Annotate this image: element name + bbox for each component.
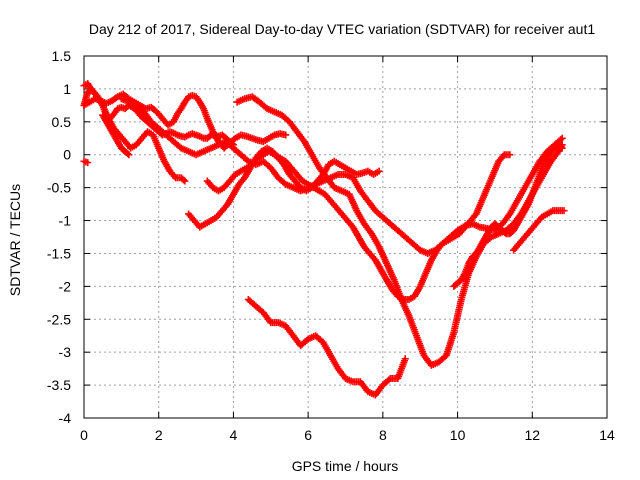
x-tick-labels: 0 2 4 6 8 10 12 14 (80, 427, 615, 443)
y-tick-labels: 1.5 1 0.5 0 -0.5 -1 -1.5 -2 -2.5 -3 -3.5 -4 (47, 48, 71, 426)
data-point (375, 167, 383, 175)
series-track-10 (233, 93, 566, 369)
x-tick-label: 8 (379, 427, 387, 443)
x-axis-label: GPS time / hours (292, 458, 399, 474)
x-tick-label: 10 (450, 427, 466, 443)
data-point (124, 150, 132, 158)
y-tick-label: -3 (59, 344, 72, 360)
plot-frame (83, 55, 608, 419)
data-point (401, 355, 409, 363)
y-tick-label: -2.5 (47, 311, 71, 327)
data-point (84, 159, 92, 167)
y-tick-label: -1.5 (47, 245, 71, 261)
y-tick-label: -3.5 (47, 377, 71, 393)
grid-lines (84, 56, 607, 418)
y-tick-label: 1 (63, 81, 71, 97)
y-axis-label: SDTVAR / TECUs (7, 184, 23, 296)
series-track-11 (450, 141, 566, 290)
data-point (180, 176, 188, 184)
axis-ticks (83, 55, 608, 419)
chart-title: Day 212 of 2017, Sidereal Day-to-day VTE… (89, 21, 596, 37)
series-track-9 (244, 296, 409, 399)
y-tick-label: -0.5 (47, 180, 71, 196)
plot-border (83, 55, 608, 419)
y-tick-label: -1 (59, 213, 72, 229)
data-point (282, 131, 290, 139)
series-track-5 (99, 111, 133, 159)
y-tick-label: 0.5 (52, 114, 72, 130)
data-point (506, 151, 514, 159)
data-point (558, 144, 566, 152)
data-point (560, 207, 568, 215)
data-point (385, 376, 393, 384)
data-point (557, 143, 565, 151)
series-track-12 (510, 207, 568, 254)
y-tick-label: 0 (63, 147, 71, 163)
y-tick-label: 1.5 (52, 48, 72, 64)
data-point (125, 151, 133, 159)
x-tick-label: 0 (80, 427, 88, 443)
x-tick-label: 2 (155, 427, 163, 443)
y-tick-label: -2 (59, 278, 72, 294)
y-tick-label: -4 (59, 410, 72, 426)
x-tick-label: 6 (304, 427, 312, 443)
data-point (557, 136, 565, 144)
data-points (80, 80, 568, 399)
data-point (181, 177, 189, 185)
series-track-8 (203, 147, 514, 304)
x-tick-label: 4 (230, 427, 238, 443)
data-point (558, 134, 566, 142)
x-tick-label: 14 (599, 427, 615, 443)
x-tick-label: 12 (524, 427, 540, 443)
series-track-4 (80, 157, 92, 167)
